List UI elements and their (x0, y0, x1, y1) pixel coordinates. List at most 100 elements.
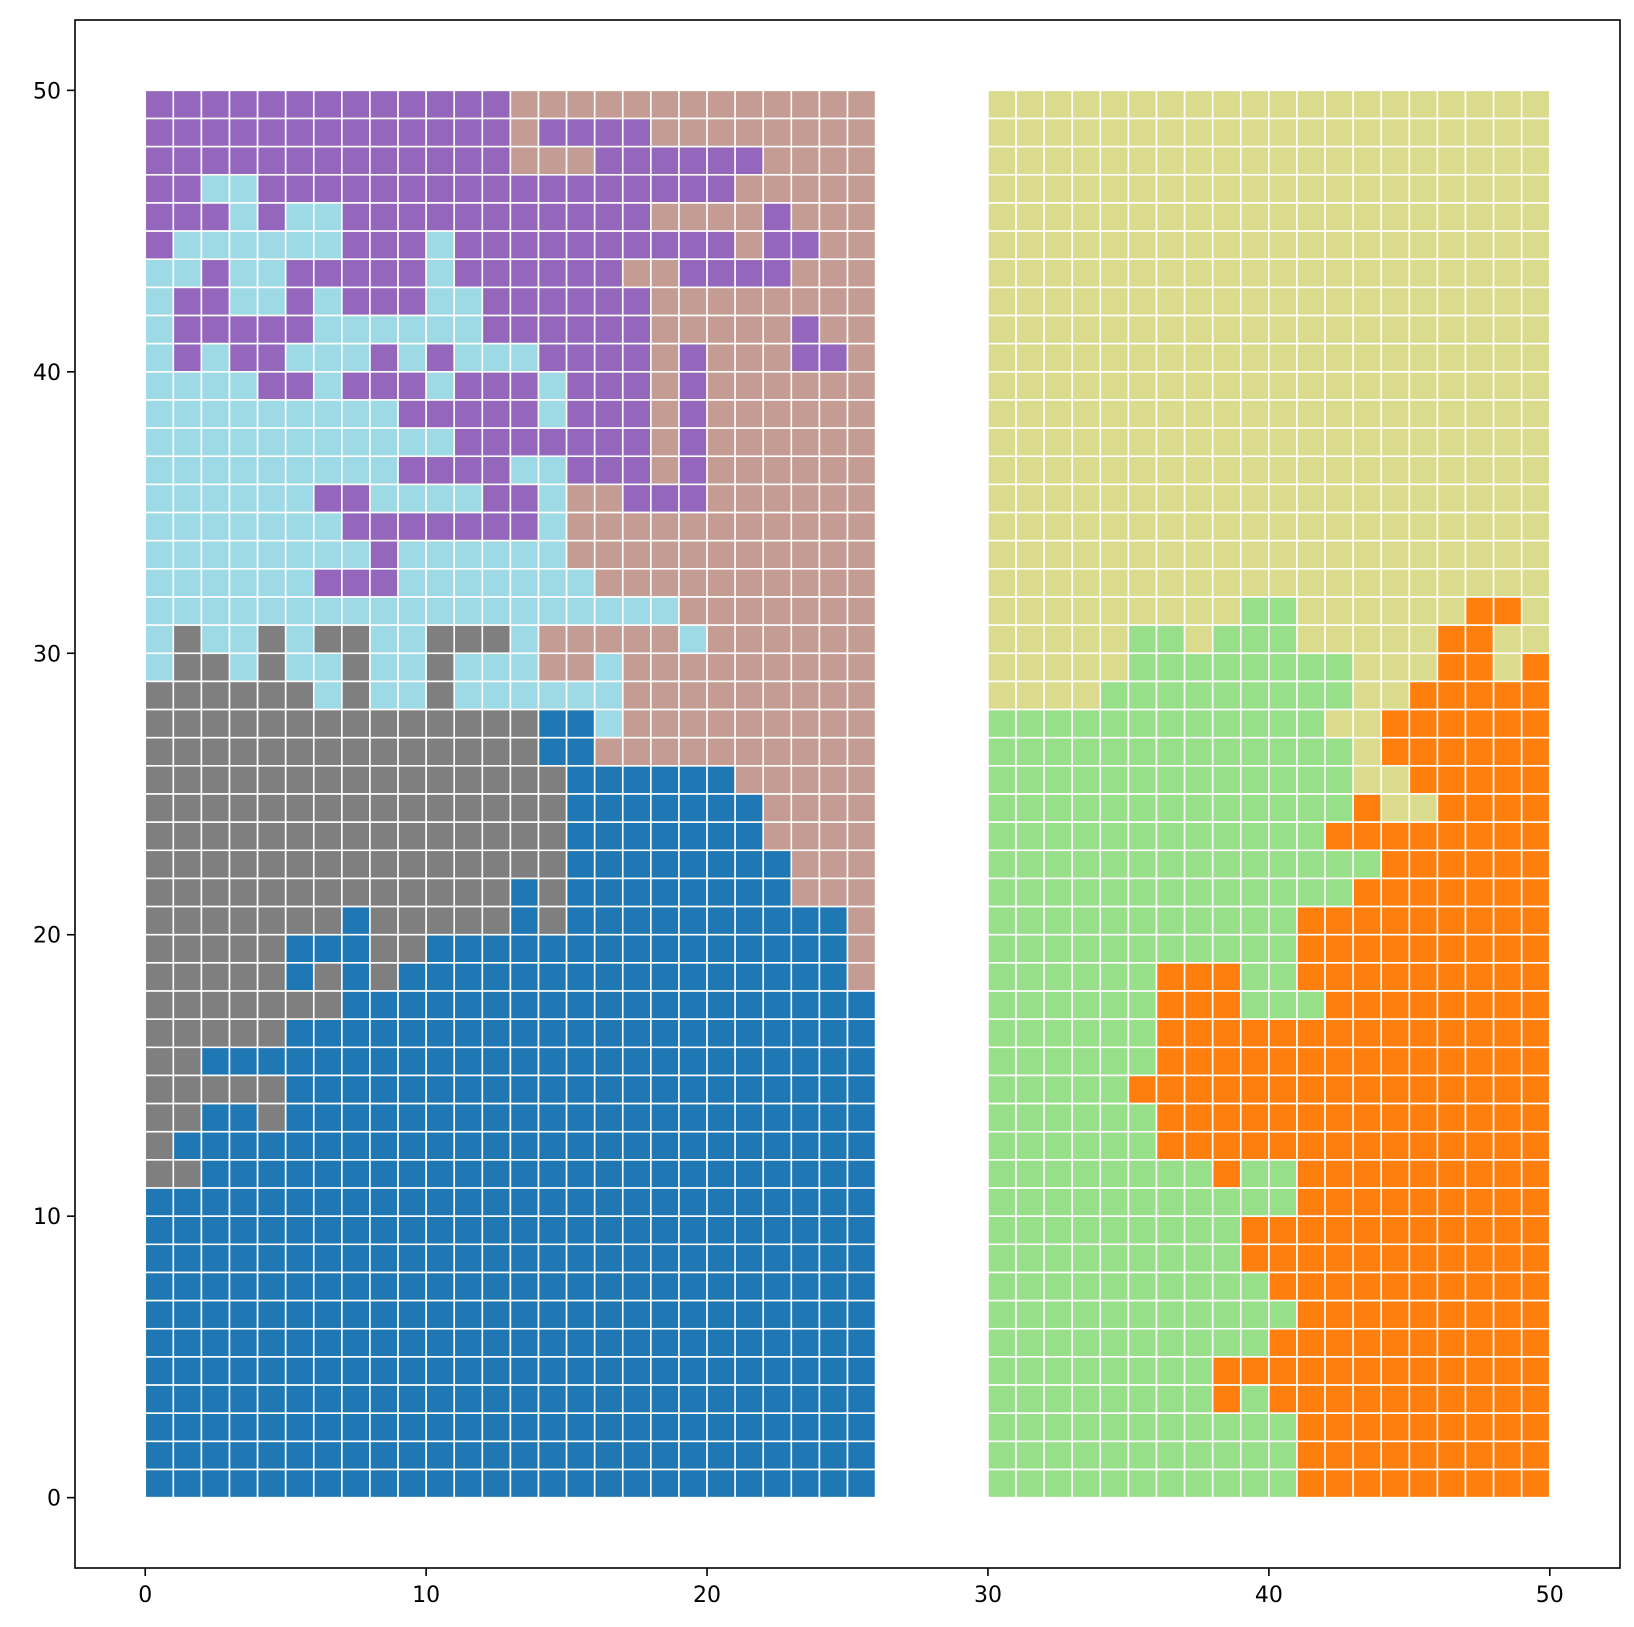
waffle-cell (256, 371, 287, 401)
waffle-cell (200, 1299, 231, 1330)
waffle-cell (1239, 568, 1270, 598)
waffle-cell (846, 821, 877, 852)
waffle-cell (1352, 511, 1383, 542)
waffle-cell (734, 849, 765, 880)
waffle-cell (397, 1159, 427, 1189)
waffle-cell (453, 1327, 484, 1358)
waffle-cell (397, 821, 427, 852)
waffle-cell (1155, 624, 1186, 655)
waffle-cell (425, 455, 456, 486)
waffle-cell (425, 371, 456, 401)
waffle-cell (1408, 174, 1439, 204)
waffle-cell (256, 399, 287, 429)
waffle-cell (1183, 1440, 1214, 1471)
waffle-cell (1436, 145, 1467, 176)
waffle-cell (1520, 539, 1551, 570)
waffle-cell (341, 145, 371, 176)
waffle-cell (369, 1327, 399, 1358)
waffle-cell (1127, 1440, 1158, 1471)
waffle-cell (1464, 1299, 1495, 1330)
waffle-cell (1239, 314, 1270, 345)
waffle-cell (1324, 174, 1354, 204)
waffle-cell (621, 174, 652, 204)
waffle-cell (1408, 230, 1439, 261)
waffle-cell (425, 933, 456, 964)
waffle-cell (1436, 399, 1467, 429)
waffle-cell (593, 258, 624, 289)
waffle-cell (1296, 1046, 1326, 1077)
waffle-cell (1520, 821, 1551, 852)
waffle-cell (425, 877, 456, 908)
waffle-cell (565, 1327, 596, 1358)
waffle-cell (565, 708, 596, 739)
waffle-cell (509, 990, 540, 1020)
waffle-cell (228, 793, 259, 823)
waffle-cell (1380, 1299, 1411, 1330)
waffle-cell (200, 371, 231, 401)
waffle-cell (790, 793, 821, 823)
waffle-cell (1211, 483, 1242, 514)
waffle-cell (1183, 877, 1214, 908)
waffle-cell (846, 1271, 877, 1302)
waffle-cell (565, 1440, 596, 1471)
waffle-cell (312, 877, 343, 908)
waffle-cell (228, 624, 259, 655)
waffle-cell (397, 1046, 427, 1077)
waffle-cell (650, 202, 680, 232)
waffle-cell (509, 793, 540, 823)
waffle-cell (790, 1440, 821, 1471)
waffle-cell (312, 230, 343, 261)
waffle-cell (509, 174, 540, 204)
waffle-cell (481, 1074, 512, 1105)
waffle-cell (1268, 539, 1298, 570)
waffle-cell (256, 1271, 287, 1302)
waffle-cell (1183, 511, 1214, 542)
waffle-cell (453, 371, 484, 401)
waffle-cell (1268, 230, 1298, 261)
waffle-cell (1099, 821, 1130, 852)
waffle-cell (706, 1187, 736, 1217)
waffle-cell (369, 1102, 399, 1133)
waffle-cell (1043, 990, 1074, 1020)
waffle-cell (565, 1243, 596, 1274)
waffle-cell (593, 652, 624, 683)
waffle-cell (369, 933, 399, 964)
waffle-cell (1324, 962, 1354, 992)
waffle-cell (762, 1468, 793, 1499)
waffle-cell (369, 1046, 399, 1077)
waffle-cell (706, 1299, 736, 1330)
waffle-cell (1183, 230, 1214, 261)
waffle-cell (1352, 230, 1383, 261)
waffle-cell (1324, 399, 1354, 429)
waffle-cell (481, 1356, 512, 1386)
waffle-cell (1408, 1102, 1439, 1133)
waffle-cell (734, 568, 765, 598)
waffle-cell (1464, 905, 1495, 936)
x-tick-label: 0 (138, 1583, 152, 1608)
waffle-cell (1071, 483, 1102, 514)
waffle-cell (706, 1215, 736, 1246)
waffle-cell (706, 1102, 736, 1133)
waffle-cell (1408, 905, 1439, 936)
waffle-cell (818, 174, 849, 204)
waffle-cell (1155, 990, 1186, 1020)
waffle-cell (1155, 765, 1186, 795)
waffle-cell (1015, 765, 1045, 795)
waffle-cell (1380, 596, 1411, 626)
waffle-cell (1239, 1468, 1270, 1499)
x-tick-label: 30 (974, 1583, 1002, 1608)
waffle-cell (397, 708, 427, 739)
waffle-cell (1239, 1215, 1270, 1246)
waffle-cell (425, 1243, 456, 1274)
waffle-cell (846, 399, 877, 429)
waffle-cell (987, 202, 1017, 232)
waffle-cell (256, 1384, 287, 1415)
waffle-cell (565, 258, 596, 289)
waffle-cell (1436, 1468, 1467, 1499)
waffle-cell (312, 117, 343, 148)
waffle-cell (284, 117, 315, 148)
waffle-cell (790, 821, 821, 852)
waffle-cell (1492, 765, 1523, 795)
waffle-cell (369, 736, 399, 767)
waffle-cell (790, 174, 821, 204)
